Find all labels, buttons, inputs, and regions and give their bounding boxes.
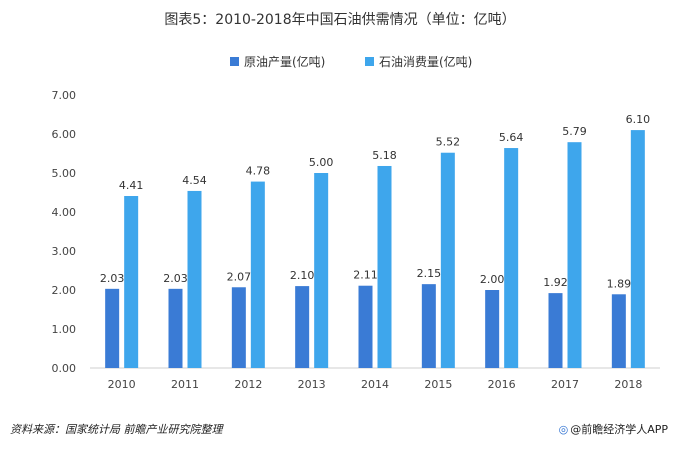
data-label: 2.10 <box>290 269 315 282</box>
x-tick-label: 2013 <box>298 378 326 391</box>
y-axis: 0.00 1.00 2.00 3.00 4.00 5.00 6.00 7.00 <box>52 89 77 375</box>
bar-consumption <box>314 173 329 368</box>
bar-production <box>168 288 183 368</box>
bars <box>105 130 645 368</box>
x-tick-label: 2012 <box>234 378 262 391</box>
source-note: 资料来源：国家统计局 前瞻产业研究院整理 <box>10 423 223 436</box>
data-label: 1.92 <box>543 276 568 289</box>
bar-production <box>295 286 310 368</box>
y-tick-label: 6.00 <box>52 128 77 141</box>
x-tick-label: 2011 <box>171 378 199 391</box>
brand-text: @前瞻经济学人APP <box>570 423 668 436</box>
y-tick-label: 0.00 <box>52 362 77 375</box>
bar-production <box>231 287 246 368</box>
x-tick-label: 2016 <box>488 378 516 391</box>
data-label: 2.03 <box>100 272 125 285</box>
legend: 原油产量(亿吨) 石油消费量(亿吨) <box>230 54 472 69</box>
chart-title: 图表5：2010-2018年中国石油供需情况（单位：亿吨） <box>164 12 515 28</box>
legend-swatch <box>230 57 239 66</box>
bar-production <box>548 293 563 368</box>
data-label: 4.54 <box>182 174 207 187</box>
bar-consumption <box>440 152 455 368</box>
bar-production <box>485 290 500 368</box>
y-tick-label: 1.00 <box>52 323 77 336</box>
bar-production <box>105 288 120 368</box>
legend-swatch <box>365 57 374 66</box>
data-label: 5.64 <box>499 131 524 144</box>
bar-production <box>358 285 373 368</box>
brand-logo-icon: ◎ <box>558 423 569 436</box>
x-axis: 2010 2011 2012 2013 2014 2015 2016 2017 2018 <box>90 367 660 391</box>
data-labels: 2.03 2.03 2.07 2.10 2.11 2.15 2.00 1.92 1.89 4.41… <box>100 113 650 290</box>
x-tick-label: 2018 <box>614 378 642 391</box>
y-tick-label: 5.00 <box>52 167 77 180</box>
brand-credit: ◎ @前瞻经济学人APP <box>559 421 668 437</box>
x-tick-label: 2017 <box>551 378 579 391</box>
bar-consumption <box>377 165 392 368</box>
data-label: 4.78 <box>246 165 271 178</box>
x-tick-label: 2010 <box>108 378 136 391</box>
data-label: 2.11 <box>353 269 378 282</box>
data-label: 5.52 <box>436 136 461 149</box>
data-label: 5.00 <box>309 156 334 169</box>
data-label: 1.89 <box>607 277 632 290</box>
y-tick-label: 2.00 <box>52 284 77 297</box>
data-label: 2.03 <box>163 272 188 285</box>
data-label: 2.15 <box>417 267 442 280</box>
legend-label: 原油产量(亿吨) <box>244 54 325 69</box>
bar-production <box>611 294 626 368</box>
legend-label: 石油消费量(亿吨) <box>379 54 472 69</box>
y-tick-label: 4.00 <box>52 206 77 219</box>
bar-consumption <box>250 181 265 368</box>
bar-consumption <box>630 130 645 368</box>
data-label: 4.41 <box>119 179 144 192</box>
x-tick-label: 2015 <box>424 378 452 391</box>
x-tick-label: 2014 <box>361 378 389 391</box>
data-label: 2.00 <box>480 273 505 286</box>
data-label: 2.07 <box>227 270 252 283</box>
y-tick-label: 3.00 <box>52 245 77 258</box>
data-label: 5.18 <box>372 149 397 162</box>
data-label: 5.79 <box>562 125 587 138</box>
bar-consumption <box>187 190 202 368</box>
data-label: 6.10 <box>626 113 651 126</box>
bar-consumption <box>567 142 582 368</box>
bar-consumption <box>124 196 139 368</box>
y-tick-label: 7.00 <box>52 89 77 102</box>
bar-consumption <box>504 148 519 368</box>
bar-production <box>421 284 436 368</box>
